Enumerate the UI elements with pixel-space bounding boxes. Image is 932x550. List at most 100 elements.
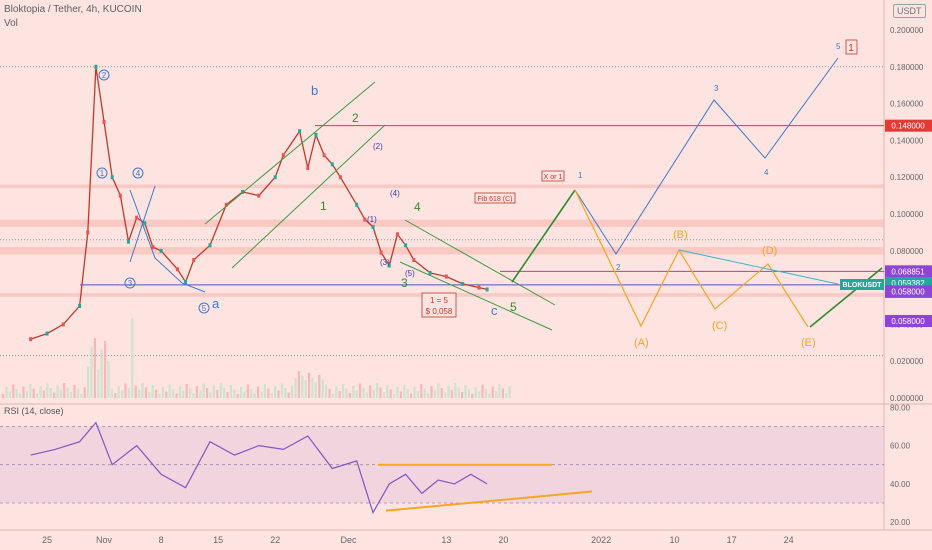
volume-bar: [325, 384, 328, 398]
volume-bar: [263, 384, 266, 398]
time-axis-tick: 10: [670, 535, 680, 545]
price-candle: [371, 224, 375, 229]
volume-bar: [311, 377, 314, 398]
level-tag-purple-bg: [885, 265, 932, 278]
time-axis-tick: 22: [270, 535, 280, 545]
time-axis-tick: 8: [159, 535, 164, 545]
volume-bar: [70, 392, 73, 398]
price-candle: [338, 175, 342, 180]
wave-letter-label: b: [311, 83, 318, 98]
volume-bar: [202, 383, 205, 398]
volume-bar: [243, 391, 246, 398]
price-axis-tick: 0.200000: [890, 26, 924, 35]
volume-bar: [372, 390, 375, 398]
volume-bar: [246, 384, 249, 398]
currency-button[interactable]: USDT: [893, 4, 926, 18]
rsi-line[interactable]: [30, 421, 488, 515]
wave-circle: [198, 302, 210, 314]
volume-bar: [379, 387, 382, 398]
wave-paren-label: (3): [380, 258, 390, 267]
resistance-band: [0, 247, 884, 255]
price-axis-tick: 0.020000: [890, 357, 924, 366]
volume-bar: [32, 388, 35, 398]
volume-bar: [362, 388, 365, 398]
volume-bar: [178, 386, 181, 398]
projection-blue-label: 3: [714, 84, 719, 93]
volume-bar: [430, 386, 433, 398]
wave-circled-label: 5: [202, 304, 207, 313]
volume-bar: [488, 393, 491, 398]
volume-bar: [76, 389, 79, 398]
price-candle: [298, 129, 302, 134]
price-candle: [273, 175, 277, 180]
wave-circle: [98, 69, 110, 81]
x-or-1-label: X or 1: [544, 174, 563, 181]
volume-bar: [342, 384, 345, 398]
cyan-trend-line: [678, 249, 839, 285]
volume-bar: [427, 393, 430, 398]
target-box: [421, 292, 457, 318]
volume-bar: [175, 393, 178, 398]
price-candle: [241, 189, 245, 194]
down-channel-lower: [399, 261, 553, 331]
volume-bar: [87, 366, 90, 398]
volume-bar: [444, 392, 447, 398]
volume-bar: [335, 386, 338, 398]
symbol-tag: BLOKUSDT: [843, 282, 883, 289]
volume-bar: [212, 385, 215, 398]
volume-bar: [410, 393, 413, 398]
wave-paren-label: (1): [367, 215, 377, 224]
fib-box: [474, 192, 516, 204]
volume-bar: [498, 384, 501, 398]
price-candle: [322, 153, 326, 158]
volume-bar: [124, 383, 127, 398]
volume-bar: [182, 391, 185, 398]
last-price-tag: 0.059382: [891, 279, 925, 288]
projection-orange-label: (D): [762, 245, 777, 257]
volume-bar: [12, 384, 15, 398]
fib-label: Fib 618 (C): [477, 196, 512, 203]
volume-bar: [22, 386, 25, 398]
volume-bar: [127, 388, 130, 398]
projection-blue-label: 4: [764, 168, 769, 177]
price-candle: [151, 245, 155, 250]
projection-orange-label: (C): [712, 320, 727, 332]
wave-letter-label: a: [212, 296, 220, 311]
time-axis-tick: Nov: [96, 535, 113, 545]
time-axis-tick: 13: [441, 535, 451, 545]
volume-bar: [348, 393, 351, 398]
price-candle: [444, 274, 448, 279]
wave-circle: [96, 167, 108, 179]
rsi-axis-tick: 20.00: [890, 518, 911, 527]
volume-bar: [328, 389, 331, 398]
price-candle: [224, 202, 228, 207]
volume-bar: [253, 393, 256, 398]
price-candle: [94, 64, 98, 69]
volume-bar: [284, 388, 287, 398]
volume-bar: [229, 385, 232, 398]
volume-bar: [478, 391, 481, 398]
price-candle: [135, 215, 139, 220]
volume-bar: [195, 386, 198, 398]
price-candle: [192, 258, 196, 262]
price-candle: [281, 153, 285, 158]
volume-bar: [501, 388, 504, 398]
price-candle: [184, 280, 188, 285]
rsi-title: RSI (14, close): [4, 406, 64, 416]
volume-bar: [396, 387, 399, 398]
volume-bar: [474, 387, 477, 398]
volume-bar: [274, 386, 277, 398]
volume-bar: [134, 385, 137, 398]
volume-bar: [155, 389, 158, 398]
level-tag-resistance-bg: [885, 119, 932, 132]
volume-bar: [280, 383, 283, 398]
volume-bar: [291, 385, 294, 398]
price-candle: [379, 250, 383, 255]
volume-bar: [5, 387, 8, 398]
volume-bar: [308, 373, 311, 398]
volume-bar: [66, 387, 69, 398]
volume-bar: [141, 383, 144, 398]
volume-bar: [471, 394, 474, 398]
volume-bar: [297, 371, 300, 398]
